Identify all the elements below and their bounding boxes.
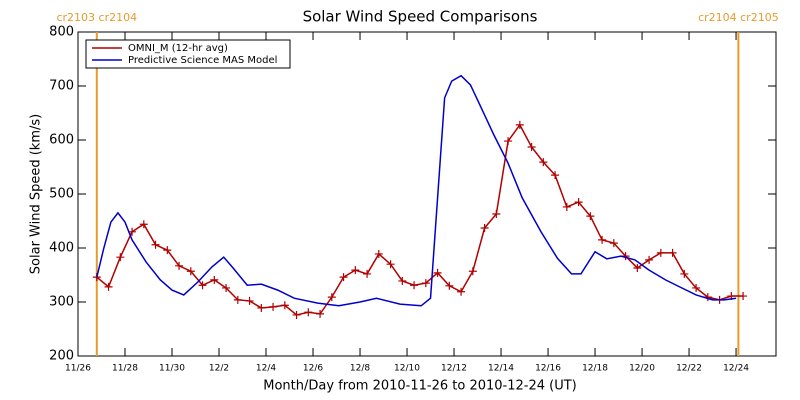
x-tick-label: 11/28 [112,364,138,374]
point-marker [316,309,325,318]
point-marker [398,276,407,285]
point-marker [692,283,701,292]
y-tick-label: 600 [49,133,74,148]
point-marker [421,279,430,288]
point-marker [586,212,595,221]
point-marker [210,275,219,284]
point-marker [245,296,254,305]
x-tick-label: 12/22 [676,364,702,374]
point-marker [222,283,231,292]
y-axis-label: Solar Wind Speed (km/s) [29,114,44,274]
x-tick-label: 12/18 [582,364,608,374]
y-tick-label: 800 [49,25,74,40]
x-tick-label: 12/10 [394,364,420,374]
point-marker [468,267,477,276]
x-tick-label: 12/16 [535,364,561,374]
legend-label: Predictive Science MAS Model [128,55,277,66]
point-marker [151,240,160,249]
series-line [96,74,737,307]
carrington-label: cr2104 cr2105 [698,11,779,24]
point-marker [457,287,466,296]
point-marker [175,261,184,270]
x-tick-label: 12/24 [723,364,749,374]
y-tick-label: 500 [49,187,74,202]
point-marker [257,303,266,312]
x-tick-label: 12/20 [629,364,655,374]
point-marker [292,310,301,319]
point-marker [598,235,607,244]
legend-box [85,39,291,69]
legend-label: OMNI_M (12-hr avg) [128,43,228,54]
plot-frame [77,31,777,357]
point-marker [562,202,571,211]
point-marker [351,266,360,275]
y-tick-label: 300 [49,295,74,310]
point-marker [633,263,642,272]
x-tick-label: 12/8 [350,364,370,374]
point-marker [668,248,677,257]
point-marker [680,269,689,278]
x-tick-label: 12/14 [488,364,514,374]
point-marker [739,292,748,301]
point-marker [480,224,489,233]
point-marker [304,308,313,317]
y-tick-label: 200 [49,349,74,364]
point-marker [433,268,442,277]
point-marker [527,143,536,152]
point-marker [374,249,383,258]
point-marker [410,281,419,290]
point-marker [492,209,501,218]
x-tick-label: 12/4 [256,364,276,374]
point-marker [139,220,148,229]
point-marker [339,273,348,282]
x-tick-label: 12/2 [209,364,229,374]
y-tick-label: 400 [49,241,74,256]
x-tick-label: 12/12 [441,364,467,374]
carrington-label: cr2103 cr2104 [56,11,137,24]
point-marker [386,260,395,269]
point-marker [645,255,654,264]
x-tick-label: 11/26 [65,364,91,374]
point-marker [504,137,513,146]
chart-title: Solar Wind Speed Comparisons [303,8,538,26]
y-tick-label: 700 [49,79,74,94]
x-tick-label: 11/30 [159,364,185,374]
point-marker [233,295,242,304]
point-marker [574,198,583,207]
point-marker [515,120,524,129]
point-marker [186,267,195,276]
point-marker [539,158,548,167]
point-marker [609,239,618,248]
point-marker [327,293,336,302]
point-marker [551,171,560,180]
series-line [96,123,744,316]
point-marker [445,281,454,290]
x-axis-label: Month/Day from 2010-11-26 to 2010-12-24 … [263,379,576,394]
point-marker [198,281,207,290]
point-marker [104,282,113,291]
point-marker [656,248,665,257]
point-marker [280,301,289,310]
x-tick-label: 12/6 [303,364,323,374]
point-marker [269,302,278,311]
point-marker [116,253,125,262]
point-marker [163,246,172,255]
point-marker [363,269,372,278]
